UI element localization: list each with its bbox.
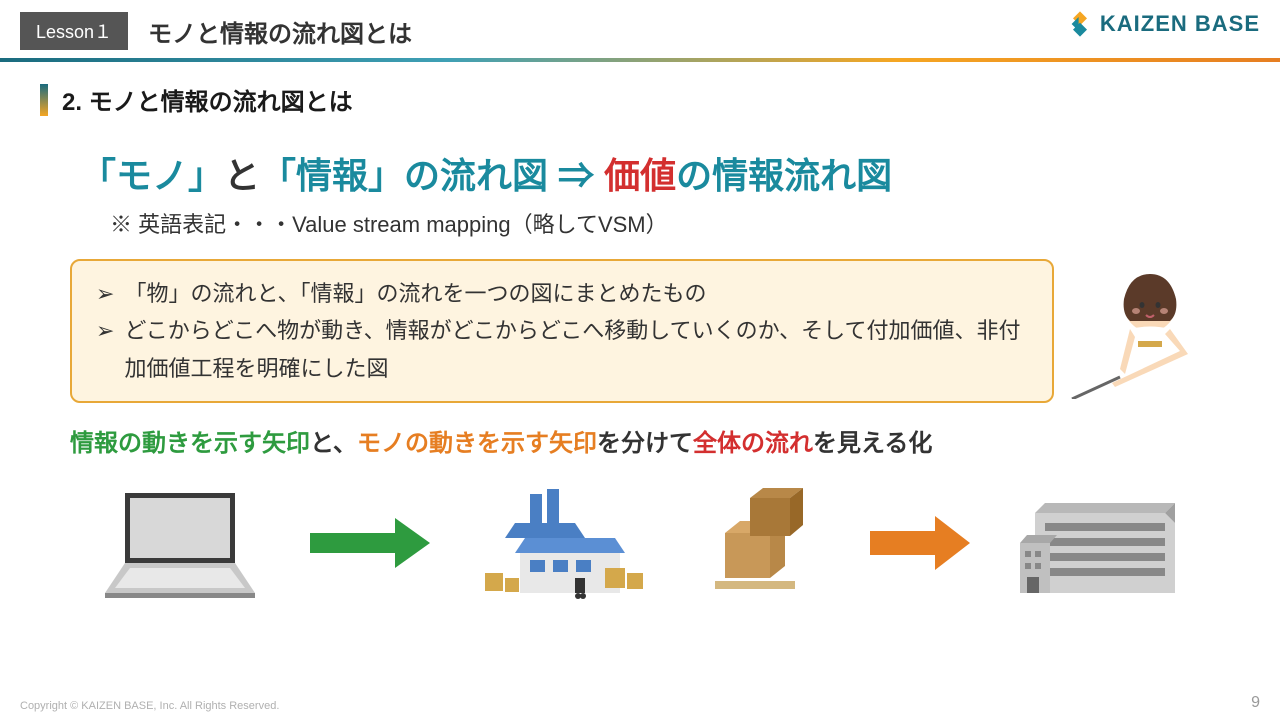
desc-plain2: を分けて	[597, 430, 693, 457]
section-title: 2. モノと情報の流れ図とは	[62, 82, 353, 117]
section-accent-bar	[40, 84, 48, 116]
heading-part-joho: 「情報」	[260, 155, 404, 196]
orange-arrow-icon	[865, 513, 975, 578]
bullet-item: ➢ どこからどこへ物が動き、情報がどこからどこへ移動していくのか、そして付加価値…	[96, 312, 1028, 387]
bullet-text: 「物」の流れと、「情報」の流れを一つの図にまとめたもの	[124, 275, 706, 312]
flow-diagram	[80, 478, 1200, 613]
heading-part-kachi: 価値	[604, 155, 676, 196]
heading-part-flow: の流れ図 ⇒	[404, 155, 604, 196]
flow-description: 情報の動きを示す矢印と、モノの動きを示す矢印を分けて全体の流れを見える化	[70, 423, 1210, 458]
copyright-footer: Copyright © KAIZEN BASE, Inc. All Rights…	[20, 700, 279, 712]
subtitle: ※ 英語表記・・・Value stream mapping（略してVSM）	[110, 207, 1240, 239]
main-heading: 「モノ」と「情報」の流れ図 ⇒ 価値の情報流れ図	[80, 147, 1240, 199]
desc-orange: モノの動きを示す矢印	[357, 430, 597, 457]
green-arrow-icon	[305, 513, 435, 578]
boxes-icon	[695, 483, 825, 608]
header-title: モノと情報の流れ図とは	[148, 14, 412, 49]
heading-part-end: の情報流れ図	[676, 155, 892, 196]
desc-red: 全体の流れ	[693, 430, 813, 457]
laptop-icon	[95, 483, 265, 608]
instructor-illustration	[1070, 259, 1210, 399]
info-box: ➢ 「物」の流れと、「情報」の流れを一つの図にまとめたもの ➢ どこからどこへ物…	[70, 259, 1054, 403]
bullet-icon: ➢	[96, 275, 114, 312]
desc-green: 情報の動きを示す矢印	[70, 430, 310, 457]
info-box-row: ➢ 「物」の流れと、「情報」の流れを一つの図にまとめたもの ➢ どこからどこへ物…	[70, 259, 1210, 403]
logo-icon	[1066, 10, 1094, 38]
brand-logo: KAIZEN BASE	[1066, 10, 1260, 38]
bullet-item: ➢ 「物」の流れと、「情報」の流れを一つの図にまとめたもの	[96, 275, 1028, 312]
slide-header: Lesson１ モノと情報の流れ図とは KAIZEN BASE	[0, 0, 1280, 58]
desc-plain: と、	[310, 430, 357, 457]
bullet-text: どこからどこへ物が動き、情報がどこからどこへ移動していくのか、そして付加価値、非…	[124, 312, 1028, 387]
bullet-icon: ➢	[96, 312, 114, 349]
desc-plain3: を見える化	[813, 430, 932, 457]
logo-text: KAIZEN BASE	[1100, 11, 1260, 37]
factory-icon	[475, 478, 655, 613]
building-icon	[1015, 483, 1185, 608]
heading-part-mono: 「モノ」	[80, 155, 224, 196]
heading-part-to: と	[224, 155, 260, 196]
page-number: 9	[1251, 694, 1260, 712]
lesson-badge: Lesson１	[20, 12, 128, 50]
slide-content: 2. モノと情報の流れ図とは 「モノ」と「情報」の流れ図 ⇒ 価値の情報流れ図 …	[0, 62, 1280, 613]
section-header: 2. モノと情報の流れ図とは	[40, 82, 1240, 117]
